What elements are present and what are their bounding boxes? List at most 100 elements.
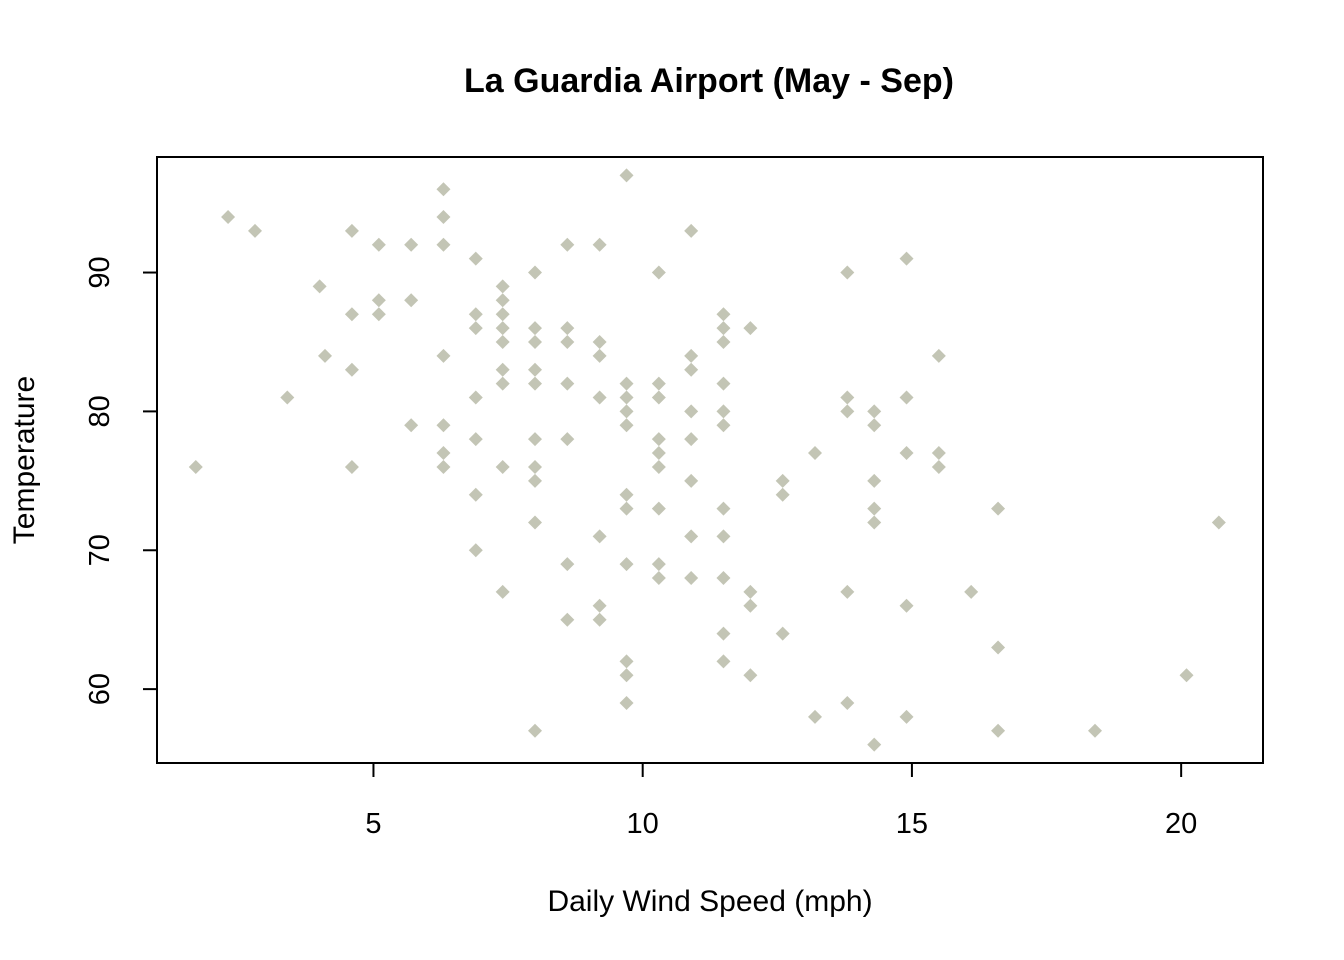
data-point	[867, 473, 882, 488]
data-point	[495, 376, 510, 391]
data-point	[743, 598, 758, 613]
data-point	[495, 584, 510, 599]
data-point	[528, 362, 542, 377]
data-point	[651, 432, 666, 447]
data-point	[619, 390, 634, 405]
x-tick-label: 15	[896, 808, 928, 840]
data-point	[716, 307, 731, 322]
x-tick-label: 5	[365, 808, 381, 840]
data-point	[592, 612, 607, 627]
data-point	[619, 418, 634, 433]
data-point	[528, 432, 542, 447]
data-point	[248, 223, 262, 238]
data-point	[964, 584, 979, 599]
data-point	[840, 265, 855, 280]
data-point	[619, 557, 634, 572]
data-point	[716, 626, 731, 641]
data-point	[495, 279, 510, 294]
y-axis-label: Temperature	[8, 376, 41, 544]
data-point	[931, 459, 946, 474]
data-point	[991, 640, 1006, 655]
y-tick-label: 70	[84, 534, 116, 566]
data-point	[619, 668, 634, 683]
data-point	[436, 209, 451, 224]
data-point	[651, 446, 666, 461]
data-point	[371, 307, 386, 322]
data-point	[899, 446, 914, 461]
data-point	[560, 321, 575, 336]
data-point	[651, 571, 666, 586]
data-point	[592, 390, 607, 405]
data-point	[867, 501, 882, 516]
data-point	[716, 654, 731, 669]
data-point	[899, 390, 914, 405]
data-point	[495, 321, 510, 336]
data-point	[495, 307, 510, 322]
data-point	[560, 432, 575, 447]
data-point	[436, 182, 451, 197]
data-point	[716, 418, 731, 433]
y-tick-label: 90	[84, 256, 116, 288]
data-point	[280, 390, 295, 405]
data-point	[560, 334, 575, 349]
data-point	[1211, 515, 1226, 530]
data-point	[528, 334, 542, 349]
data-point	[528, 723, 542, 738]
data-point	[867, 737, 882, 752]
data-point	[716, 334, 731, 349]
data-point	[808, 446, 822, 461]
data-point	[899, 709, 914, 724]
data-point	[619, 404, 634, 419]
data-point	[592, 334, 607, 349]
data-point	[716, 529, 731, 544]
data-point	[468, 251, 483, 266]
data-point	[436, 446, 451, 461]
y-axis: 60 70 80 90	[84, 256, 157, 705]
data-point	[651, 265, 666, 280]
data-point	[495, 293, 510, 308]
x-axis: 5 10 15 20	[365, 763, 1197, 840]
data-point	[344, 223, 359, 238]
data-point	[592, 598, 607, 613]
data-point	[651, 459, 666, 474]
data-point	[743, 584, 758, 599]
data-point	[468, 390, 483, 405]
data-point	[560, 237, 575, 252]
data-point	[716, 571, 731, 586]
data-point	[495, 459, 510, 474]
data-point	[619, 487, 634, 502]
data-point	[528, 376, 542, 391]
y-tick-label: 80	[84, 395, 116, 427]
data-point	[775, 626, 790, 641]
data-point	[619, 501, 634, 516]
data-point	[867, 418, 882, 433]
data-point	[899, 251, 914, 266]
data-point	[775, 473, 790, 488]
data-point	[436, 237, 451, 252]
data-point	[684, 473, 699, 488]
data-point	[1088, 723, 1102, 738]
data-point	[840, 390, 855, 405]
data-point	[808, 709, 822, 724]
data-point	[495, 334, 510, 349]
data-point	[404, 293, 419, 308]
data-point	[344, 307, 359, 322]
data-point	[528, 459, 542, 474]
data-point	[684, 404, 699, 419]
data-point	[592, 237, 607, 252]
data-point	[684, 571, 699, 586]
data-point	[371, 237, 386, 252]
data-point	[619, 376, 634, 391]
data-point	[560, 557, 575, 572]
data-point	[528, 473, 542, 488]
data-point	[468, 307, 483, 322]
data-point	[716, 321, 731, 336]
data-point	[716, 501, 731, 516]
data-point	[931, 446, 946, 461]
data-point	[684, 432, 699, 447]
data-point	[743, 321, 758, 336]
data-point	[592, 529, 607, 544]
data-point	[371, 293, 386, 308]
data-point	[560, 612, 575, 627]
